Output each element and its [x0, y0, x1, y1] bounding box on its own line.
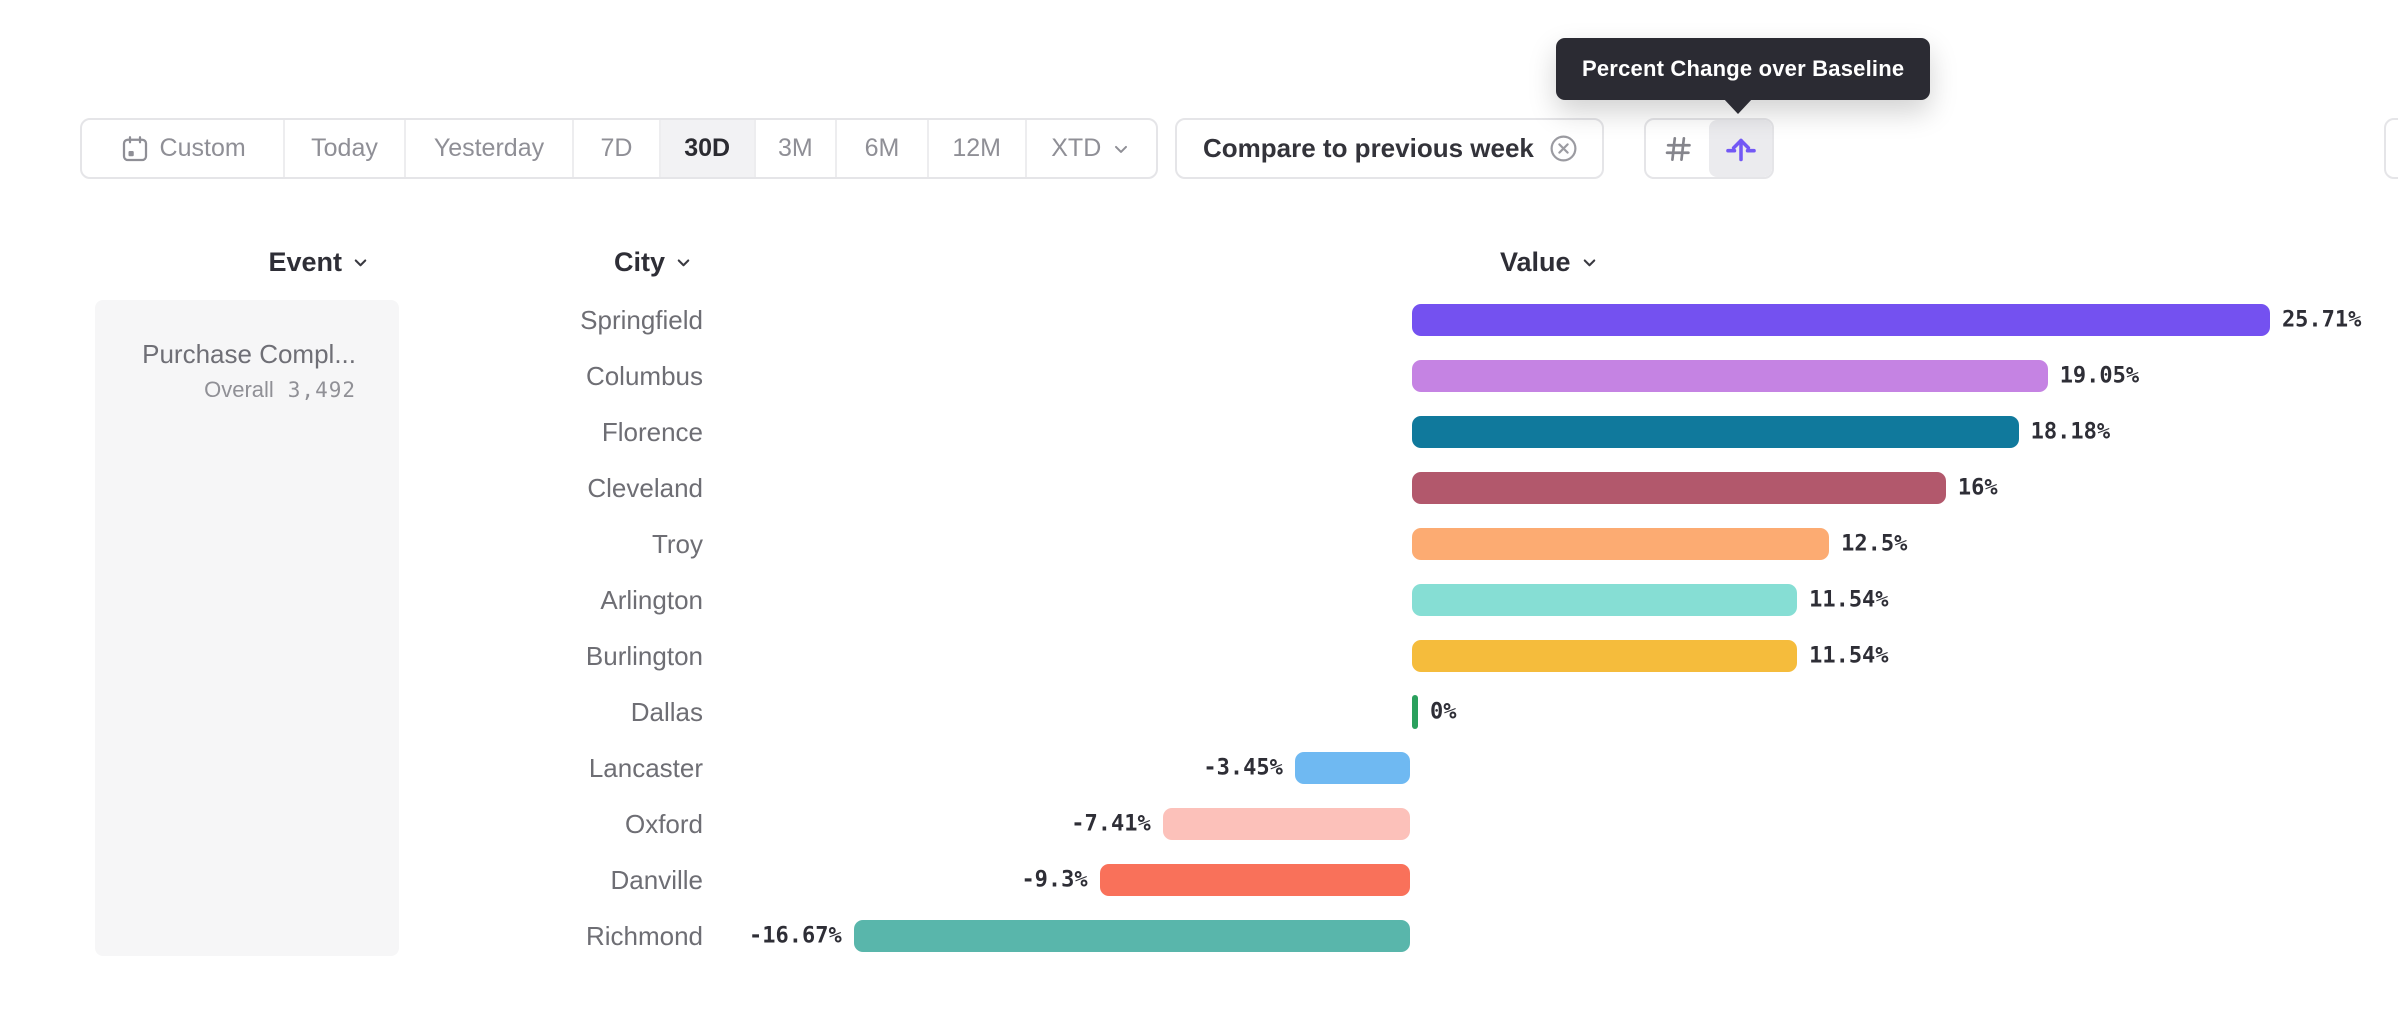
chart-row: 18.18% [0, 404, 2398, 460]
bar-value-label: 19.05% [2059, 363, 2140, 389]
date-range-3m[interactable]: 3M [756, 120, 838, 177]
date-range-yesterday[interactable]: Yesterday [406, 120, 575, 177]
date-range-12m[interactable]: 12M [929, 120, 1027, 177]
date-range-label: 30D [684, 134, 731, 162]
date-range-label: 7D [600, 134, 633, 162]
event-name: Purchase Compl... [142, 339, 356, 369]
chart-row: -16.67% [0, 908, 2398, 964]
bar-chart: 25.71% 19.05% 18.18% 16% 12.5% 11.54% 11.54% 0%… [0, 292, 2398, 964]
compare-label: Compare to previous week [1203, 133, 1534, 163]
column-header-event[interactable]: Event [268, 240, 370, 284]
date-range-custom[interactable]: Custom [82, 120, 286, 177]
city-label: Springfield [580, 304, 703, 335]
city-label: Arlington [600, 584, 703, 615]
column-header-value[interactable]: Value [1500, 240, 1599, 284]
bar[interactable] [1412, 584, 1798, 616]
bar-value-label: -16.67% [749, 923, 842, 949]
chart-row: 12.5% [0, 516, 2398, 572]
city-label: Lancaster [588, 752, 703, 783]
calendar-icon [122, 135, 147, 161]
chart-row: 19.05% [0, 348, 2398, 404]
bar[interactable] [1099, 864, 1410, 896]
bar[interactable] [1412, 528, 1830, 560]
bar[interactable] [853, 920, 1410, 952]
date-range-label: XTD [1051, 134, 1102, 162]
city-label: Burlington [585, 640, 703, 671]
chevron-down-icon [1583, 258, 1595, 266]
bar-value-label: 12.5% [1841, 531, 1908, 557]
bar-value-label: 0% [1430, 699, 1457, 725]
column-header-label: City [613, 246, 665, 277]
bar-value-label: 25.71% [2281, 307, 2362, 333]
city-label: Troy [651, 528, 703, 559]
date-range-label: Yesterday [433, 134, 545, 162]
bar[interactable] [1412, 472, 1946, 504]
baseline-arrow-icon [1725, 138, 1756, 161]
bar[interactable] [1412, 640, 1798, 672]
date-range-label: Custom [159, 134, 246, 162]
clipped-right-button[interactable] [2384, 118, 2398, 179]
bar[interactable] [1412, 416, 2019, 448]
event-overall-row: Overall 3,492 [142, 374, 356, 406]
date-range-30d[interactable]: 30D [660, 120, 756, 177]
column-header-city[interactable]: City [614, 240, 693, 284]
bar-value-label: 18.18% [2030, 419, 2111, 445]
bar-value-label: 11.54% [1809, 587, 1889, 613]
remove-compare-icon[interactable] [1548, 133, 1579, 164]
bar-value-label: -9.3% [1021, 867, 1088, 893]
date-range-control: Custom Today Yesterday 7D 30D 3M 6M 12M … [80, 118, 1158, 179]
date-range-xtd[interactable]: XTD [1027, 120, 1157, 177]
chart-row: -3.45% [0, 740, 2398, 796]
chart-row: 11.54% [0, 628, 2398, 684]
city-label: Danville [610, 864, 704, 895]
city-label: Richmond [585, 920, 703, 951]
bar-value-label: 16% [1957, 475, 1998, 501]
bar[interactable] [1412, 360, 2048, 392]
overall-value: 3,492 [287, 378, 356, 402]
bar-value-label: 11.54% [1809, 643, 1889, 669]
tooltip-text: Percent Change over Baseline [1582, 56, 1905, 81]
chart-row: 16% [0, 460, 2398, 516]
chevron-down-icon [1115, 145, 1128, 153]
chevron-down-icon [354, 258, 367, 266]
chart-row: -7.41% [0, 796, 2398, 852]
date-range-6m[interactable]: 6M [837, 120, 929, 177]
date-range-label: 12M [952, 134, 1001, 162]
date-range-label: Today [311, 134, 378, 162]
compare-to-previous-week-button[interactable]: Compare to previous week [1175, 118, 1604, 179]
chart-row: -9.3% [0, 852, 2398, 908]
city-labels-column: Springfield Columbus Florence Cleveland Troy… [0, 292, 703, 964]
column-header-label: Value [1500, 246, 1571, 277]
city-label: Columbus [585, 360, 703, 391]
chevron-down-icon [677, 258, 690, 266]
absolute-values-button[interactable] [1646, 120, 1709, 177]
date-range-label: 3M [777, 134, 813, 162]
overall-label: Overall [204, 377, 274, 402]
value-display-toggle [1644, 118, 1774, 179]
bar-value-label: -3.45% [1203, 755, 1283, 781]
percent-change-over-baseline-button[interactable] [1709, 120, 1772, 177]
city-label: Florence [601, 416, 703, 447]
chart-row: 11.54% [0, 572, 2398, 628]
city-label: Oxford [624, 808, 703, 839]
bar[interactable] [1412, 304, 2270, 336]
tooltip-caret [1723, 98, 1753, 114]
date-range-today[interactable]: Today [285, 120, 406, 177]
bar[interactable] [1162, 808, 1410, 840]
bar[interactable] [1412, 695, 1418, 729]
bar-value-label: -7.41% [1071, 811, 1151, 837]
column-header-label: Event [268, 246, 342, 277]
date-range-7d[interactable]: 7D [574, 120, 661, 177]
bar[interactable] [1294, 752, 1410, 784]
event-panel[interactable]: Purchase Compl... Overall 3,492 [95, 300, 399, 956]
event-summary: Purchase Compl... Overall 3,492 [142, 336, 356, 406]
date-range-label: 6M [864, 134, 900, 162]
chart-row: 0% [0, 684, 2398, 740]
tooltip-percent-change: Percent Change over Baseline [1556, 38, 1931, 114]
hash-icon [1665, 136, 1691, 161]
chart-row: 25.71% [0, 292, 2398, 348]
city-label: Cleveland [587, 472, 703, 503]
city-label: Dallas [630, 696, 703, 727]
